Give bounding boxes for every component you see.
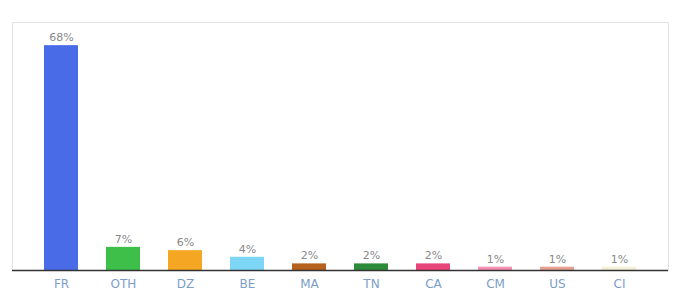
svg-text:1%: 1% [487, 253, 504, 266]
svg-text:TN: TN [362, 277, 379, 291]
svg-text:DZ: DZ [177, 277, 194, 291]
svg-text:MA: MA [300, 277, 319, 291]
svg-text:US: US [549, 277, 565, 291]
svg-text:OTH: OTH [111, 277, 137, 291]
svg-text:6%: 6% [177, 236, 194, 249]
svg-text:1%: 1% [549, 253, 566, 266]
svg-text:2%: 2% [363, 249, 380, 262]
svg-text:CM: CM [486, 277, 505, 291]
svg-text:7%: 7% [115, 233, 132, 246]
svg-text:CA: CA [425, 277, 442, 291]
svg-text:2%: 2% [425, 249, 442, 262]
svg-text:FR: FR [54, 277, 69, 291]
svg-text:CI: CI [614, 277, 626, 291]
svg-text:2%: 2% [301, 249, 318, 262]
svg-text:BE: BE [240, 277, 256, 291]
svg-text:68%: 68% [49, 31, 73, 44]
svg-text:4%: 4% [239, 243, 256, 256]
svg-text:1%: 1% [611, 253, 628, 266]
